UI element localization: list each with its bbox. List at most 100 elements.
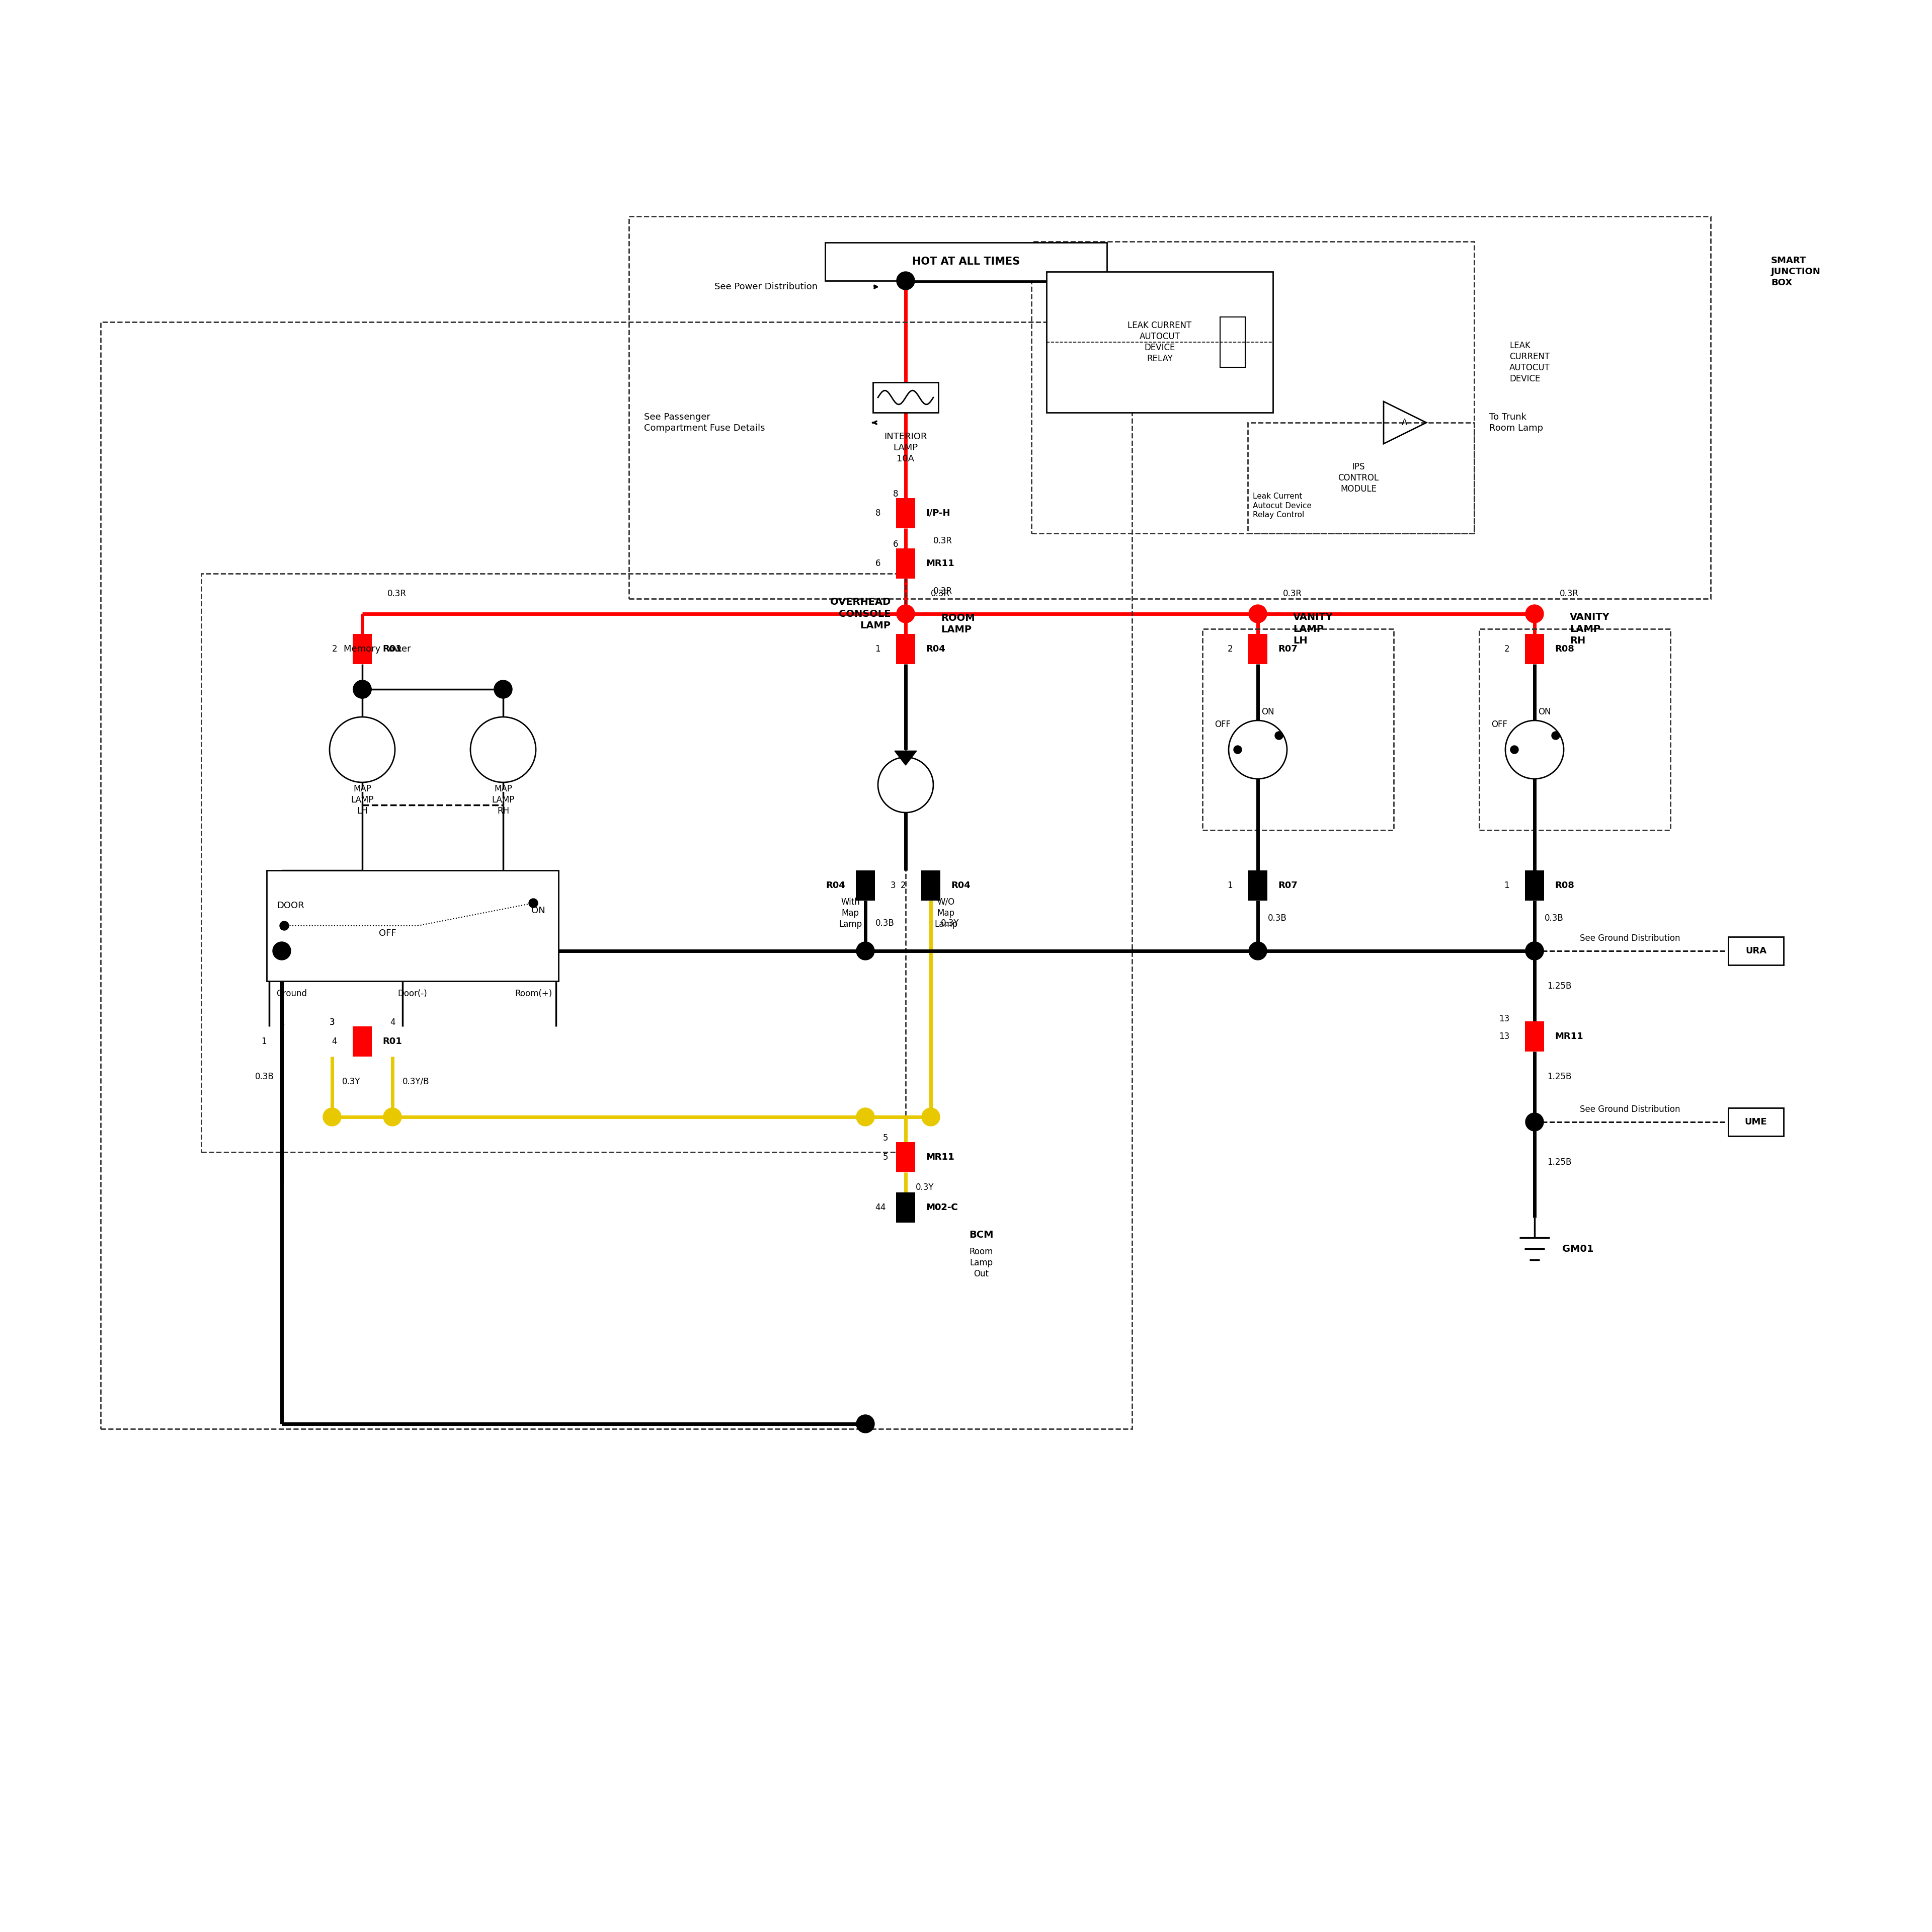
Text: LEAK
CURRENT
AUTOCUT
DEVICE: LEAK CURRENT AUTOCUT DEVICE (1509, 340, 1549, 384)
Text: 0.3B: 0.3B (1267, 914, 1287, 923)
Bar (1524, 634, 1544, 665)
Text: See Ground Distribution: See Ground Distribution (1580, 933, 1681, 943)
Text: Room
Lamp
Out: Room Lamp Out (970, 1248, 993, 1279)
Circle shape (469, 717, 535, 782)
Text: 0.3R: 0.3R (1559, 589, 1578, 599)
Text: R01: R01 (383, 645, 402, 653)
Text: 1.25B: 1.25B (1548, 981, 1571, 991)
Text: 1.25B: 1.25B (1548, 1157, 1571, 1167)
Bar (825, 243, 1107, 280)
Text: SMART
JUNCTION
BOX: SMART JUNCTION BOX (1772, 257, 1820, 288)
Text: URA: URA (1745, 947, 1766, 956)
Text: ROOM
LAMP: ROOM LAMP (941, 612, 976, 634)
Text: HOT AT ALL TIMES: HOT AT ALL TIMES (912, 257, 1020, 267)
Text: See Ground Distribution: See Ground Distribution (1580, 1105, 1681, 1115)
Circle shape (383, 1107, 402, 1126)
Text: Door(-): Door(-) (398, 989, 427, 999)
Text: OFF: OFF (379, 929, 396, 937)
Bar (100, 323, 1132, 1430)
Circle shape (896, 605, 914, 622)
Text: With
Map
Lamp: With Map Lamp (838, 898, 862, 929)
Text: 2: 2 (332, 645, 336, 653)
Text: R07: R07 (1277, 645, 1298, 653)
Text: VANITY
LAMP
RH: VANITY LAMP RH (1569, 612, 1609, 645)
Bar (1524, 871, 1544, 900)
Text: 8: 8 (893, 489, 898, 498)
Text: IPS
CONTROL
MODULE: IPS CONTROL MODULE (1339, 462, 1379, 495)
Bar (896, 1192, 916, 1223)
Text: 0.3R: 0.3R (931, 589, 951, 599)
Text: R04: R04 (825, 881, 846, 891)
Text: 6: 6 (893, 539, 898, 549)
Text: 5: 5 (883, 1134, 889, 1142)
Text: 13: 13 (1499, 1032, 1509, 1041)
Circle shape (1248, 943, 1267, 960)
Circle shape (354, 680, 371, 697)
Circle shape (877, 757, 933, 813)
Text: 4: 4 (332, 1037, 336, 1045)
Text: MR11: MR11 (925, 1153, 954, 1161)
Text: UME: UME (1745, 1117, 1768, 1126)
Text: W/O
Map
Lamp: W/O Map Lamp (935, 898, 958, 929)
Circle shape (856, 943, 875, 960)
Text: 6: 6 (875, 558, 881, 568)
Bar (267, 871, 558, 981)
Text: MAP
LAMP
RH: MAP LAMP RH (491, 784, 514, 815)
Circle shape (1235, 746, 1242, 753)
Text: R08: R08 (1555, 645, 1575, 653)
Bar (1202, 630, 1393, 831)
Bar (1729, 1107, 1783, 1136)
Text: ON: ON (1262, 707, 1275, 717)
Text: 0.3R: 0.3R (388, 589, 406, 599)
Bar (354, 634, 371, 665)
Text: 1.25B: 1.25B (1548, 1072, 1571, 1082)
Text: A: A (1403, 417, 1408, 427)
Bar (630, 216, 1710, 599)
Circle shape (1275, 732, 1283, 740)
Text: R08: R08 (1555, 881, 1575, 891)
Circle shape (856, 1414, 875, 1434)
Circle shape (1526, 1113, 1544, 1130)
Text: VANITY
LAMP
LH: VANITY LAMP LH (1293, 612, 1333, 645)
Text: 3: 3 (328, 1018, 334, 1028)
Circle shape (354, 680, 371, 697)
Text: 0.3Y/B: 0.3Y/B (402, 1078, 429, 1086)
Text: 0.3R: 0.3R (933, 537, 952, 545)
Circle shape (1526, 605, 1544, 622)
Text: LEAK CURRENT
AUTOCUT
DEVICE
RELAY: LEAK CURRENT AUTOCUT DEVICE RELAY (1128, 321, 1192, 363)
Text: R07: R07 (1277, 881, 1298, 891)
Circle shape (1526, 943, 1544, 960)
Text: 1: 1 (1227, 881, 1233, 891)
Text: 4: 4 (390, 1018, 394, 1028)
Bar (896, 498, 916, 527)
Text: GM01: GM01 (1563, 1244, 1594, 1254)
Text: Leak Current
Autocut Device
Relay Control: Leak Current Autocut Device Relay Contro… (1252, 493, 1312, 520)
Bar (896, 1142, 916, 1173)
Text: 13: 13 (1499, 1014, 1509, 1024)
Text: MAP
LAMP
LH: MAP LAMP LH (352, 784, 373, 815)
Circle shape (529, 898, 537, 908)
Text: ON: ON (1538, 707, 1551, 717)
Bar (1729, 937, 1783, 964)
Circle shape (922, 1107, 939, 1126)
Bar (1480, 630, 1671, 831)
Text: 1: 1 (875, 645, 881, 653)
Text: 4: 4 (881, 1204, 885, 1211)
Text: ON: ON (531, 906, 545, 916)
Bar (1524, 1022, 1544, 1051)
Text: 1: 1 (1503, 881, 1509, 891)
Bar (1248, 634, 1267, 665)
Text: MR11: MR11 (925, 558, 954, 568)
Bar (1221, 317, 1246, 367)
Text: 5: 5 (883, 1153, 889, 1161)
Text: 0.3B: 0.3B (1544, 914, 1563, 923)
Text: I/P-H: I/P-H (925, 508, 951, 518)
Text: INTERIOR
LAMP
10A: INTERIOR LAMP 10A (885, 433, 927, 464)
Text: M02-C: M02-C (925, 1204, 958, 1211)
Text: 2: 2 (1227, 645, 1233, 653)
Circle shape (856, 1107, 875, 1126)
Circle shape (323, 1107, 342, 1126)
Text: MR11: MR11 (1555, 1032, 1582, 1041)
Text: 0.3Y: 0.3Y (342, 1078, 361, 1086)
Text: 3: 3 (891, 881, 896, 891)
